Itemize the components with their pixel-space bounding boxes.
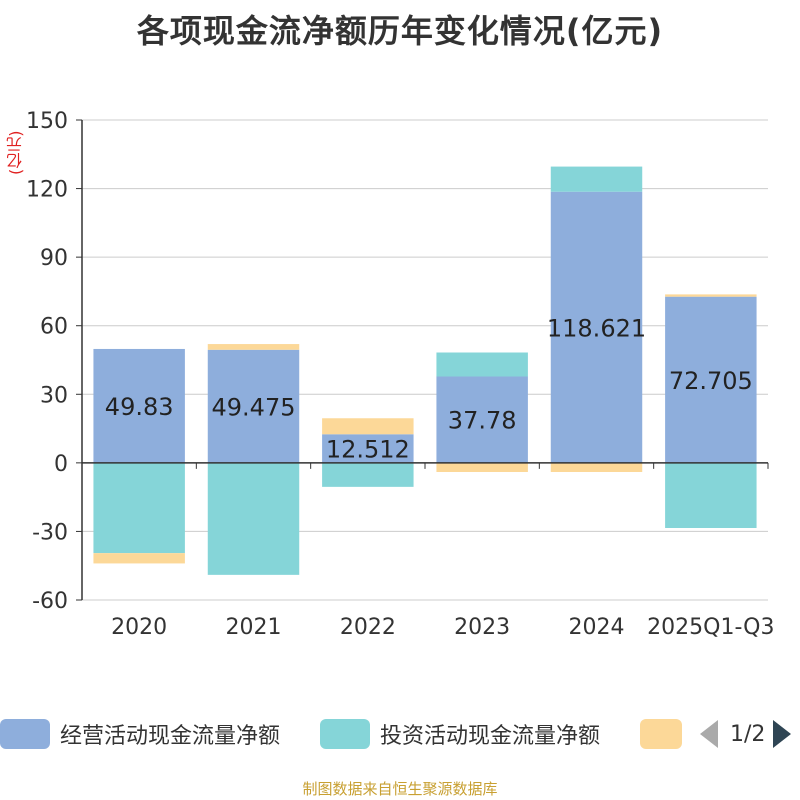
bar-series1 — [436, 352, 528, 377]
legend-label-operating: 经营活动现金流量净额 — [60, 724, 281, 749]
bar-series0 — [93, 348, 185, 463]
bar-series0 — [436, 376, 528, 463]
legend-label-investing: 投资活动现金流量净额 — [380, 724, 601, 749]
bar-value-label: 49.83 — [105, 393, 174, 421]
bar-series2 — [93, 553, 185, 564]
bar-series0 — [207, 349, 300, 463]
bar-series1 — [322, 462, 414, 487]
y-tick-label: -60 — [32, 589, 68, 614]
y-tick-label: 60 — [40, 315, 68, 340]
bar-chart: 150 120 90 60 30 0 -30 -60 49.83 49.475 12.512 37.7… — [26, 109, 775, 640]
bar-series0 — [550, 191, 643, 463]
bar-series1 — [93, 462, 185, 554]
y-tick-label: 30 — [40, 383, 68, 408]
legend-swatch-third — [640, 719, 682, 749]
bar-value-label: 72.705 — [669, 367, 753, 395]
y-tick-label: 120 — [26, 178, 68, 203]
bar-value-label: 37.78 — [448, 407, 517, 435]
bar-series1 — [207, 462, 300, 575]
bar-series0 — [665, 296, 757, 463]
x-tick-label: 2020 — [111, 615, 167, 640]
next-page-arrow-icon[interactable] — [773, 720, 792, 748]
legend-pager: 1/2 — [700, 718, 792, 750]
x-tick-label: 2022 — [340, 615, 396, 640]
legend-swatch-operating — [0, 719, 50, 749]
bar-series1 — [665, 462, 757, 528]
bar-series2 — [665, 294, 757, 297]
bar-series1 — [550, 166, 643, 192]
legend-item-investing[interactable]: 投资活动现金流量净额 — [320, 714, 600, 754]
bar-value-label: 118.621 — [547, 314, 646, 342]
bar-series0 — [322, 434, 414, 463]
legend-swatch-investing — [320, 719, 370, 749]
legend-item-third[interactable] — [640, 714, 692, 754]
y-tick-label: -30 — [32, 520, 68, 545]
chart-title: 各项现金流净额历年变化情况(亿元) — [136, 12, 664, 50]
x-tick-label: 2023 — [454, 615, 510, 640]
bar-value-label: 49.475 — [212, 393, 296, 421]
bar-value-label: 12.512 — [326, 436, 410, 464]
data-source-note: 制图数据来自恒生聚源数据库 — [302, 780, 498, 798]
bar-series2 — [207, 344, 300, 350]
x-tick-label: 2024 — [569, 615, 625, 640]
y-tick-label: 150 — [26, 109, 68, 134]
bar-series2 — [322, 418, 414, 435]
legend-item-operating[interactable]: 经营活动现金流量净额 — [0, 714, 280, 754]
y-tick-label: 0 — [54, 452, 68, 477]
x-tick-label: 2025Q1-Q3 — [647, 615, 774, 640]
legend-page-indicator: 1/2 — [730, 721, 766, 747]
legend: 经营活动现金流量净额 投资活动现金流量净额 — [0, 714, 800, 754]
prev-page-arrow-icon[interactable] — [700, 720, 718, 748]
bar-series2 — [436, 462, 528, 472]
y-tick-label: 90 — [40, 246, 68, 271]
bar-series2 — [550, 462, 643, 472]
x-tick-label: 2021 — [226, 615, 282, 640]
